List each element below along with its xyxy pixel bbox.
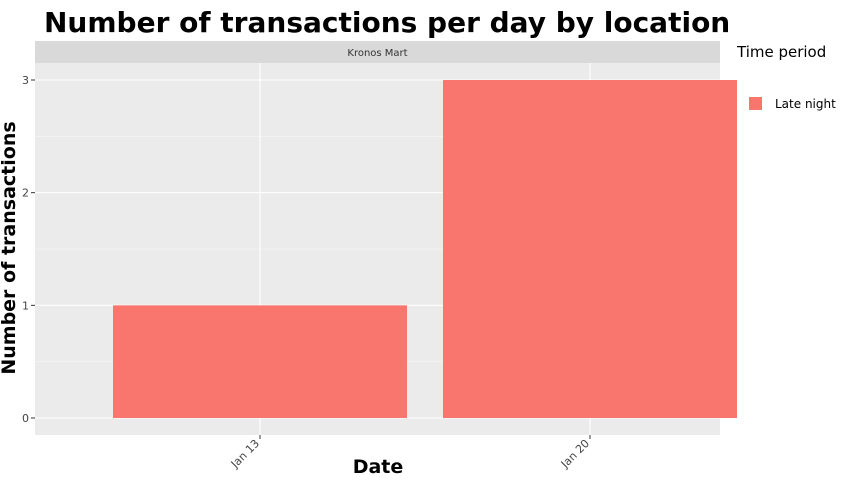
bar-jan-20 bbox=[443, 80, 737, 418]
x-axis-title: Date bbox=[353, 456, 404, 478]
facet-label: Kronos Mart bbox=[347, 48, 407, 59]
legend-title: Time period bbox=[736, 43, 826, 61]
bar-jan-13 bbox=[113, 305, 407, 418]
x-axis: Jan 13 Jan 20 bbox=[228, 435, 592, 471]
y-axis-title: Number of transactions bbox=[0, 121, 20, 374]
x-tick-label: Jan 13 bbox=[228, 437, 262, 471]
legend: Time period Late night bbox=[736, 43, 836, 111]
legend-label-late-night: Late night bbox=[775, 97, 836, 111]
legend-key-late-night bbox=[749, 97, 762, 110]
y-tick-label: 3 bbox=[22, 74, 29, 87]
x-tick-label: Jan 20 bbox=[558, 437, 592, 471]
bars bbox=[113, 80, 737, 418]
chart-title: Number of transactions per day by locati… bbox=[44, 6, 730, 39]
facet-strip bbox=[35, 41, 720, 63]
y-tick-label: 0 bbox=[22, 412, 29, 425]
y-tick-label: 1 bbox=[22, 299, 29, 312]
y-axis: 0 1 2 3 bbox=[22, 74, 35, 425]
y-tick-label: 2 bbox=[22, 187, 29, 200]
